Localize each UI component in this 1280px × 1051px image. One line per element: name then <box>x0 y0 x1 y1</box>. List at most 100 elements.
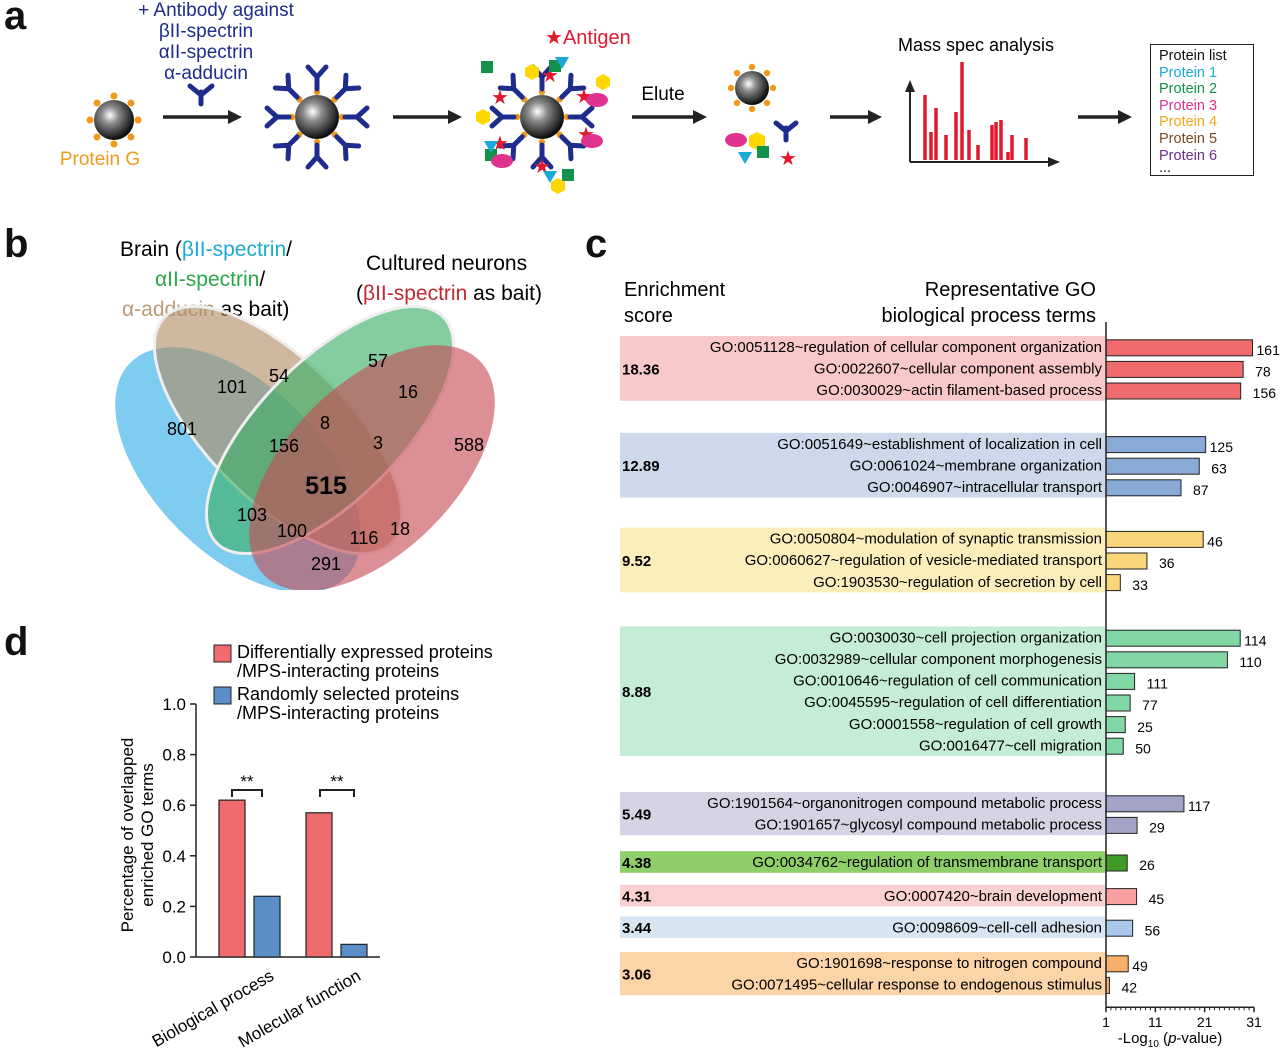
venn-count-103: 103 <box>237 505 267 525</box>
go-term-bar <box>1105 795 1185 813</box>
go-term-count: 33 <box>1132 577 1148 593</box>
go-term-count: 29 <box>1149 820 1165 836</box>
protein-list-item-1: Protein 1 <box>1159 64 1218 81</box>
go-term-label: GO:0016477~cell migration <box>919 737 1102 754</box>
legend-swatch-differential <box>213 644 232 663</box>
d-y-tick-label: 0.4 <box>162 847 186 866</box>
significance-markers <box>231 789 355 797</box>
go-term-label: GO:0001558~regulation of cell growth <box>849 716 1102 733</box>
go-x-tick-label: 31 <box>1246 1014 1262 1030</box>
go-term-count: 63 <box>1211 460 1227 476</box>
go-term-count: 26 <box>1139 857 1155 873</box>
protein-list-item-6: Protein 6 <box>1159 147 1218 164</box>
go-term-label: GO:0010646~regulation of cell communicat… <box>793 673 1102 690</box>
venn-set-beta-spectrin-neurons <box>249 345 495 590</box>
d-y-tick-label: 0.6 <box>162 796 186 815</box>
go-term-label: GO:0051128~regulation of cellular compon… <box>710 339 1102 356</box>
d-bar <box>305 812 333 958</box>
go-term-bar <box>1105 552 1148 570</box>
venn-count-18: 18 <box>390 519 410 539</box>
brain-label-line2: αII-spectrin/ <box>155 268 265 291</box>
go-term-count: 78 <box>1255 364 1271 380</box>
protein-list-item-2: Protein 2 <box>1159 81 1218 98</box>
enrichment-score-header-line2: score <box>624 305 673 327</box>
go-term-bar <box>1105 457 1200 475</box>
go-term-count: 45 <box>1149 891 1165 907</box>
d-bar <box>340 943 368 958</box>
go-term-bar <box>1105 716 1126 734</box>
venn-diagram: Brain (βII-spectrin/ αII-spectrin/ α-add… <box>115 238 542 590</box>
legend-label-differential-line1: Differentially expressed proteins <box>237 642 493 662</box>
panel-a-schematic: + Antibody against βII-spectrin αII-spec… <box>60 0 1132 194</box>
protein-list-item-4: Protein 4 <box>1159 114 1218 131</box>
d-y-axis-label-line1: Percentage of overlapped <box>118 738 137 933</box>
go-term-bar <box>1105 479 1182 497</box>
go-term-label: GO:1901564~organonitrogen compound metab… <box>707 795 1102 812</box>
immunoprecipitation-complex-icon: ★★★★★★ <box>476 57 610 194</box>
venn-count-515: 515 <box>305 472 347 500</box>
go-group-background <box>620 527 1106 593</box>
go-term-bar <box>1105 854 1128 872</box>
venn-count-588: 588 <box>454 435 484 455</box>
protein-g-bead-icon <box>86 92 142 148</box>
d-bar <box>253 895 281 958</box>
significance-label-biological: ** <box>240 772 254 791</box>
venn-count-8: 8 <box>320 413 330 433</box>
protein-list-ellipsis: ... <box>1159 160 1172 177</box>
go-group-background <box>620 884 1106 907</box>
go-term-count: 77 <box>1142 697 1158 713</box>
legend-swatch-random <box>213 686 232 705</box>
antibody-name-1: βII-spectrin <box>159 21 253 42</box>
protein-g-label: Protein G <box>60 149 140 170</box>
d-y-tick-label: 0.8 <box>162 746 186 765</box>
panel-letter-b: b <box>4 222 29 266</box>
go-term-label: GO:0046907~intracellular transport <box>867 479 1103 496</box>
go-term-bar <box>1105 816 1138 834</box>
go-term-bar <box>1105 694 1131 712</box>
antigen-star-icon: ★ <box>545 27 563 49</box>
antibody-name-3: α-adducin <box>164 63 248 84</box>
neurons-label-line1: Cultured neurons <box>366 252 527 275</box>
go-term-label: GO:1901657~glycosyl compound metabolic p… <box>755 817 1102 834</box>
elute-label: Elute <box>641 84 684 105</box>
neurons-label-line2: (βII-spectrin as bait) <box>356 282 542 305</box>
svg-text:★: ★ <box>779 148 797 170</box>
go-term-count: 36 <box>1159 555 1175 571</box>
go-term-count: 156 <box>1253 385 1277 401</box>
mass-spec-label: Mass spec analysis <box>898 35 1054 55</box>
enrichment-score: 4.31 <box>622 889 651 906</box>
go-term-bar <box>1105 888 1138 906</box>
mass-spectrum-plot-icon <box>905 62 1060 167</box>
enrichment-score: 18.36 <box>622 361 660 378</box>
d-y-tick-label: 0.2 <box>162 897 186 916</box>
legend: Differentially expressed proteins /MPS-i… <box>213 642 493 723</box>
legend-label-random-line1: Randomly selected proteins <box>237 684 459 704</box>
go-term-count: 49 <box>1132 958 1148 974</box>
go-term-bar <box>1105 955 1129 973</box>
antibody-title: + Antibody against <box>138 0 295 21</box>
go-term-count: 114 <box>1244 632 1267 648</box>
venn-count-156: 156 <box>269 436 299 456</box>
eluted-components-icon: ★ <box>725 63 799 170</box>
protein-list-box: Protein list Protein 1 Protein 2 Protein… <box>1150 44 1254 176</box>
go-term-bar <box>1105 530 1204 548</box>
venn-count-16: 16 <box>398 382 418 402</box>
go-term-label: GO:0022607~cellular component assembly <box>814 361 1103 378</box>
d-y-axis-label-line2: enriched GO terms <box>138 763 157 907</box>
legend-label-differential-line2: /MPS-interacting proteins <box>237 661 439 681</box>
go-term-count: 125 <box>1210 439 1234 455</box>
enrichment-score: 8.88 <box>622 684 651 701</box>
go-term-label: GO:1901698~response to nitrogen compound <box>796 955 1102 972</box>
go-term-label: GO:0007420~brain development <box>884 888 1103 905</box>
significance-label-molecular: ** <box>330 772 344 791</box>
go-term-count: 111 <box>1147 676 1168 692</box>
antibody-name-2: αII-spectrin <box>159 42 253 63</box>
go-term-bar <box>1105 360 1244 378</box>
venn-count-100: 100 <box>277 521 307 541</box>
go-group-background <box>620 626 1106 756</box>
venn-count-116: 116 <box>350 528 379 548</box>
go-term-label: GO:0030030~cell projection organization <box>830 629 1102 646</box>
legend-label-random-line2: /MPS-interacting proteins <box>237 703 439 723</box>
go-group-background <box>620 336 1106 401</box>
go-term-bar <box>1105 919 1134 937</box>
